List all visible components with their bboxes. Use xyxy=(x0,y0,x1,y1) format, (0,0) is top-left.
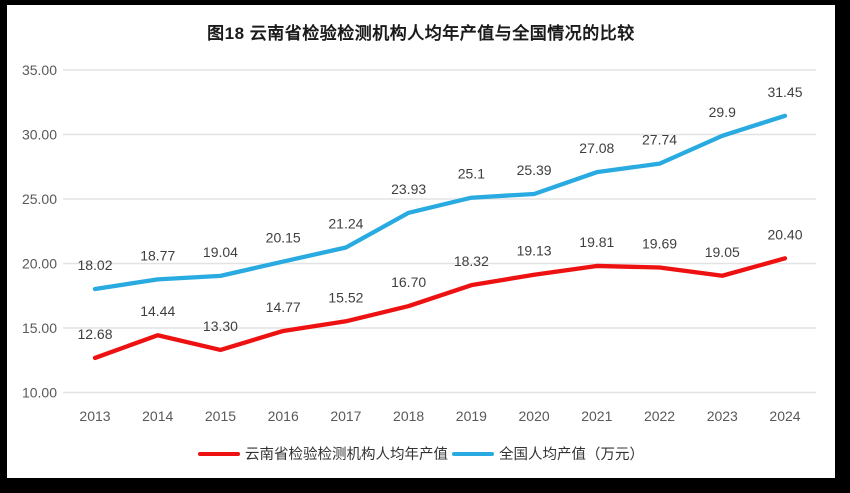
legend-swatch-national-icon xyxy=(452,451,494,456)
legend-item-yunnan: 云南省检验检测机构人均年产值 xyxy=(198,443,448,464)
chart-card: 图18 云南省检验检测机构人均年产值与全国情况的比较 云南省检验检测机构人均年产… xyxy=(7,5,835,478)
chart-title: 图18 云南省检验检测机构人均年产值与全国情况的比较 xyxy=(207,24,635,43)
legend-item-national: 全国人均产值（万元） xyxy=(452,443,644,464)
legend-swatch-yunnan-icon xyxy=(198,451,240,456)
legend-label-yunnan: 云南省检验检测机构人均年产值 xyxy=(245,447,448,463)
legend-label-national: 全国人均产值（万元） xyxy=(499,447,644,463)
legend: 云南省检验检测机构人均年产值 全国人均产值（万元） xyxy=(7,443,835,464)
